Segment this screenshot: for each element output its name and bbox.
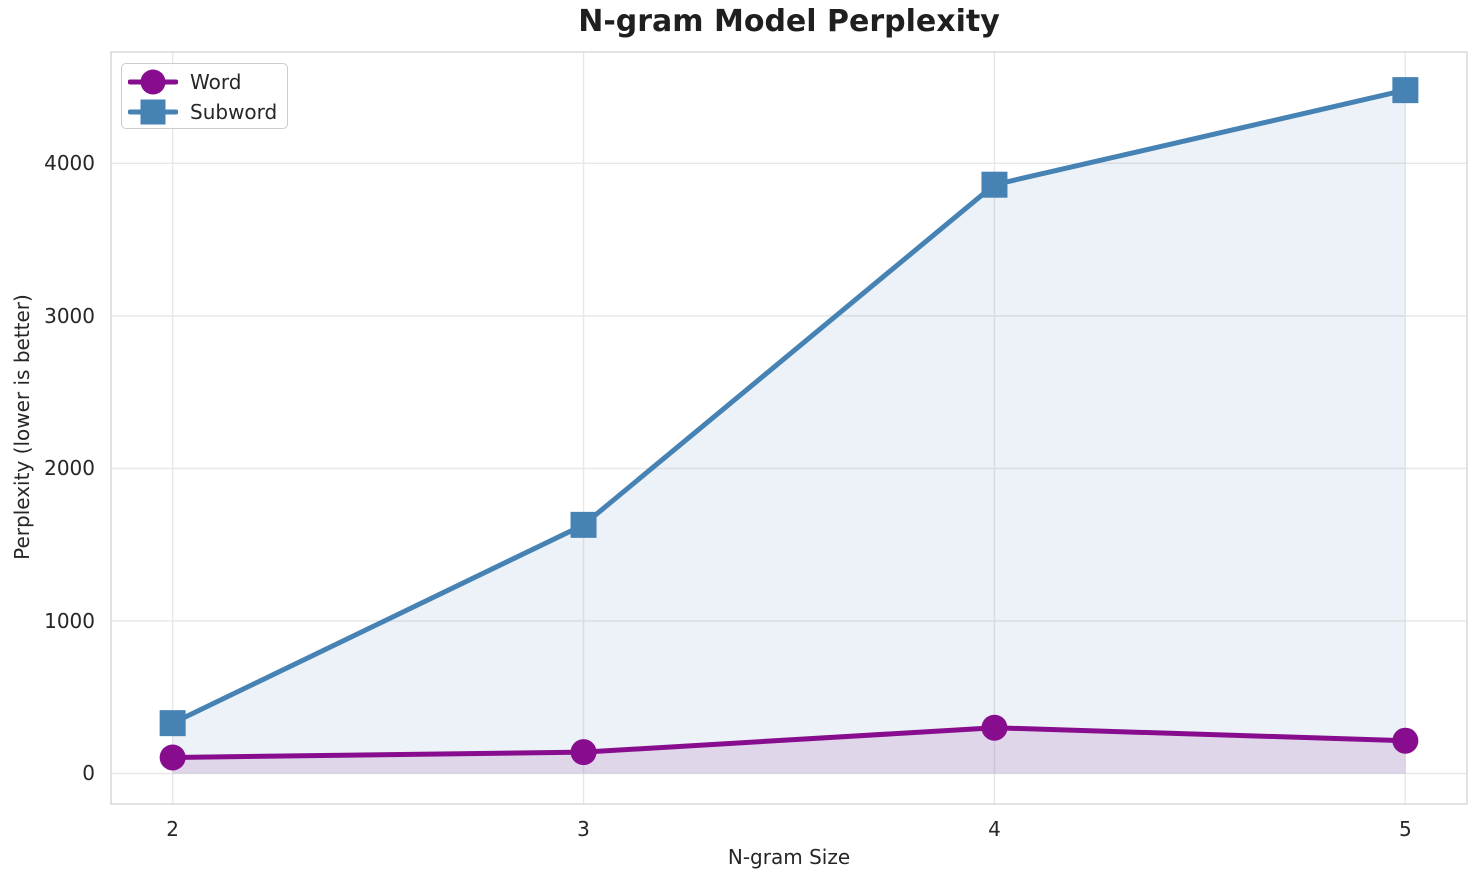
subword-marker — [981, 171, 1008, 198]
legend-item-word: Word — [128, 67, 287, 97]
legend: Word Subword — [121, 63, 288, 129]
x-tick-label: 3 — [577, 817, 590, 841]
word-marker — [1392, 727, 1419, 754]
word-marker — [570, 739, 597, 766]
x-tick-label: 5 — [1398, 817, 1412, 841]
y-tick-label: 1000 — [44, 608, 95, 633]
word-marker — [159, 744, 186, 771]
legend-label-word: Word — [190, 70, 242, 94]
word-marker — [981, 714, 1008, 741]
legend-item-subword: Subword — [128, 97, 287, 127]
x-tick-label: 2 — [166, 817, 179, 841]
y-tick-label: 2000 — [44, 456, 95, 481]
subword-area — [172, 90, 1406, 774]
y-tick-label: 0 — [82, 761, 95, 786]
plot-border — [110, 51, 1468, 805]
y-tick-label: 4000 — [44, 151, 95, 176]
word-area — [172, 727, 1406, 774]
word-line — [170, 725, 1408, 760]
x-axis-label: N-gram Size — [727, 845, 851, 869]
chart-title: N-gram Model Perplexity — [578, 4, 1000, 39]
x-tick-label: 4 — [988, 817, 1001, 841]
legend-label-subword: Subword — [190, 100, 278, 124]
subword-line — [170, 87, 1408, 726]
subword-marker — [570, 511, 597, 538]
subword-marker — [159, 710, 186, 737]
subword-marker — [1392, 77, 1419, 104]
subword-line-marker-icon — [128, 99, 178, 125]
y-tick-label: 3000 — [44, 303, 95, 328]
legend-glyph — [140, 99, 166, 125]
word-line-marker-icon — [128, 69, 178, 95]
legend-glyph — [140, 69, 166, 95]
